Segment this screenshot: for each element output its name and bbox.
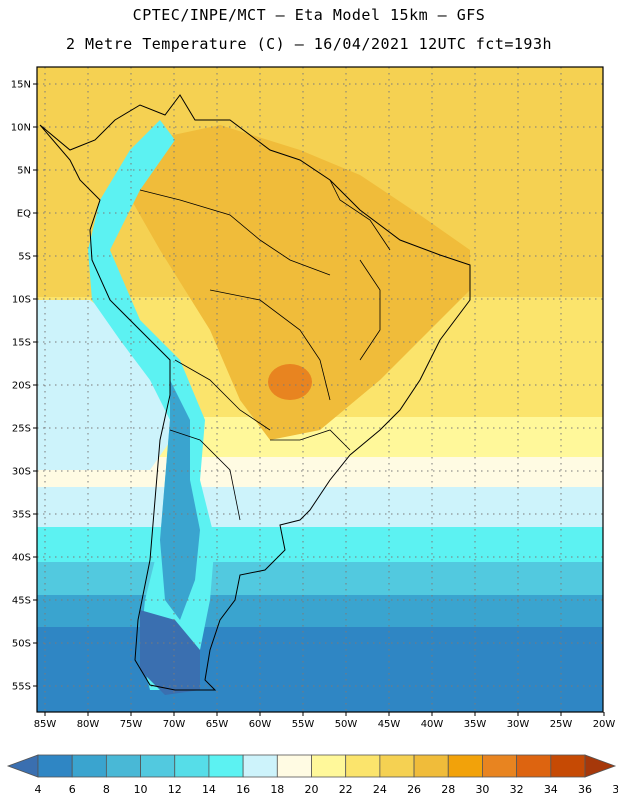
colorbar-label: 14: [202, 783, 216, 796]
lat-label: 15S: [12, 338, 31, 349]
map-frame: [36, 66, 604, 713]
colorbar-label: 28: [441, 783, 455, 796]
colorbar-swatch: [311, 754, 347, 778]
lat-label: 30S: [12, 467, 31, 478]
colorbar-swatch: [345, 754, 381, 778]
lon-label: 45W: [378, 719, 401, 730]
colorbar-swatch: [174, 754, 210, 778]
colorbar-swatch: [379, 754, 415, 778]
colorbar-arrow-low: [6, 754, 39, 778]
lat-label: 10N: [11, 123, 31, 134]
latitude-labels: 15N 10N 5N EQ 5S 10S 15S 20S 25S 30S 35S 40S 45S 50S 5…: [11, 80, 37, 693]
map-title: CPTEC/INPE/MCT – Eta Model 15km – GFS: [132, 6, 486, 24]
lon-label: 50W: [335, 719, 358, 730]
colorbar-label: 16: [236, 783, 250, 796]
lon-label: 40W: [421, 719, 444, 730]
colorbar-label: 8: [103, 783, 110, 796]
south-america-coastline: [39, 94, 471, 691]
lon-label: 65W: [206, 719, 229, 730]
colorbar-label: 4: [35, 783, 42, 796]
colorbar-swatch: [413, 754, 449, 778]
temperature-field: [37, 67, 603, 712]
colorbar-label: 36: [578, 783, 592, 796]
lat-label: 15N: [11, 80, 31, 91]
lon-label: 55W: [292, 719, 315, 730]
colorbar-swatch: [276, 754, 312, 778]
country-borders: [139, 179, 391, 521]
lat-label: 35S: [12, 510, 31, 521]
lon-label: 70W: [163, 719, 186, 730]
lon-label: 80W: [77, 719, 100, 730]
lat-label: 5S: [18, 252, 31, 263]
lat-label: 10S: [12, 295, 31, 306]
colorbar-swatch: [242, 754, 278, 778]
lat-label: EQ: [17, 209, 31, 220]
colorbar-swatch: [447, 754, 483, 778]
colorbar-label: 18: [270, 783, 284, 796]
lat-label: 20S: [12, 381, 31, 392]
lat-label: 40S: [12, 553, 31, 564]
colorbar-label: 20: [305, 783, 319, 796]
colorbar-label: 32: [510, 783, 524, 796]
lon-label: 25W: [550, 719, 573, 730]
colorbar-label: 38: [612, 783, 618, 796]
lon-label: 35W: [464, 719, 487, 730]
colorbar-swatch: [71, 754, 107, 778]
longitude-labels: 85W 80W 75W 70W 65W 60W 55W 50W 45W 40W 35W 30W 25W 2…: [34, 712, 616, 730]
lat-label: 55S: [12, 682, 31, 693]
colorbar-swatch: [140, 754, 176, 778]
lat-label: 50S: [12, 639, 31, 650]
map-subtitle: 2 Metre Temperature (C) – 16/04/2021 12U…: [65, 35, 553, 53]
colorbar-swatch: [550, 754, 586, 778]
lat-label: 25S: [12, 424, 31, 435]
colorbar-swatch: [37, 754, 73, 778]
colorbar-swatch: [516, 754, 552, 778]
colorbar-label: 30: [475, 783, 489, 796]
colorbar-arrow-high: [584, 754, 617, 778]
colorbar-swatch: [105, 754, 141, 778]
lon-label: 20W: [593, 719, 616, 730]
colorbar-label: 6: [69, 783, 76, 796]
colorbar-swatch: [482, 754, 518, 778]
lon-label: 75W: [120, 719, 143, 730]
colorbar-label: 22: [339, 783, 353, 796]
colorbar-label: 34: [544, 783, 558, 796]
lon-label: 60W: [249, 719, 272, 730]
colorbar-label: 26: [407, 783, 421, 796]
lon-label: 85W: [34, 719, 57, 730]
colorbar-label: 10: [134, 783, 148, 796]
lat-label: 5N: [17, 166, 31, 177]
lat-label: 45S: [12, 596, 31, 607]
lon-label: 30W: [507, 719, 530, 730]
colorbar: 4 6 8 10 12 14 16 18 20 22 24 26 28 30 32 34 36 38: [6, 754, 618, 796]
colorbar-label: 12: [168, 783, 182, 796]
colorbar-swatch: [208, 754, 244, 778]
colorbar-label: 24: [373, 783, 387, 796]
